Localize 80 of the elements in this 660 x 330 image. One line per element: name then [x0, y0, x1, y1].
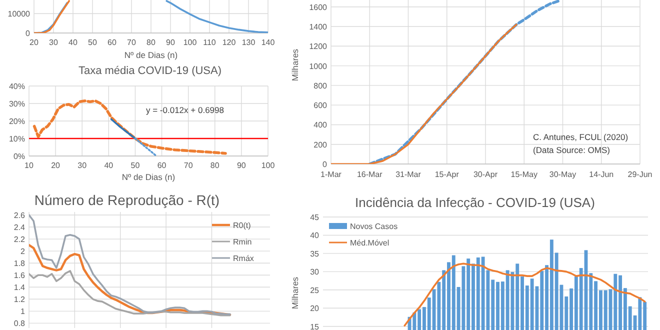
legend-label: Rmáx — [233, 254, 254, 263]
x-tick-label: 90 — [166, 38, 176, 47]
y-tick-label: 30 — [310, 268, 320, 277]
x-tick-label: 70 — [127, 38, 136, 47]
y-tick-label: 800 — [314, 81, 328, 90]
legend-label: Rmin — [233, 238, 252, 246]
y-tick-label: 10000 — [8, 10, 31, 19]
x-tick-label: 80 — [210, 161, 220, 170]
x-tick-label: 10 — [24, 161, 34, 170]
y-tick-label: 1000 — [309, 62, 328, 71]
x-tick-label: 60 — [157, 161, 167, 170]
y-tick-label: 25 — [310, 286, 320, 295]
y-axis-title: Milhares — [290, 276, 300, 310]
x-tick-label: 140 — [261, 38, 276, 47]
x-tick-label: 29-Jun — [628, 170, 652, 179]
x-tick-label: 30 — [49, 38, 58, 47]
y-tick-label: 10% — [8, 134, 25, 144]
x-tick-label: 50 — [130, 161, 140, 170]
x-tick-label: 100 — [183, 38, 198, 47]
y-tick-label: 400 — [314, 120, 328, 130]
x-tick-label: 15-May — [510, 170, 538, 179]
x-tick-label: 20 — [51, 161, 61, 170]
y-tick-label: 0% — [13, 152, 25, 161]
y-tick-label: 1 — [20, 307, 26, 316]
x-tick-label: 16-Mar — [356, 170, 383, 179]
y-tick-label: 600 — [314, 101, 328, 110]
x-tick-label: 40 — [104, 161, 114, 170]
legend-label: Novos Casos — [350, 222, 398, 231]
y-tick-label: 40 — [310, 231, 320, 240]
x-tick-label: 30 — [78, 161, 88, 170]
y-tick-label: 2 — [20, 247, 26, 256]
y-tick-label: 0 — [26, 29, 31, 38]
x-axis-title: Nº de Dias (n) — [124, 50, 178, 60]
y-tick-label: 0.8 — [14, 319, 26, 328]
y-tick-label: 35 — [310, 249, 320, 258]
legend-label: Méd.Móvel — [350, 238, 390, 248]
y-tick-label: 15 — [310, 322, 320, 330]
y-tick-label: 200 — [314, 140, 328, 150]
y-tick-label: 20 — [310, 304, 320, 314]
y-tick-label: 45 — [310, 213, 320, 222]
y-tick-label: 40% — [8, 82, 25, 91]
y-tick-label: 1200 — [309, 42, 328, 52]
x-tick-label: 50 — [88, 38, 98, 47]
x-axis-title: Nº de Dias (n) — [122, 172, 176, 182]
chart-title: Taxa média COVID-19 (USA) — [78, 65, 222, 77]
x-tick-label: 40 — [68, 38, 78, 47]
x-tick-label: 1-Mar — [320, 170, 342, 179]
x-tick-label: 100 — [261, 161, 276, 170]
x-tick-label: 15-Apr — [434, 170, 460, 179]
y-tick-label: 30% — [8, 100, 25, 108]
chart-title: Incidência da Infecção - COVID-19 (USA) — [355, 195, 595, 210]
x-tick-label: 20 — [30, 38, 39, 47]
x-tick-label: 14-Jun — [589, 170, 614, 179]
y-tick-label: 1.2 — [14, 295, 26, 304]
y-tick-label: 1600 — [309, 2, 328, 12]
y-tick-label: 1.6 — [14, 271, 26, 280]
chart-title: Número de Reprodução - R(t) — [34, 192, 220, 208]
x-tick-label: 130 — [242, 38, 256, 47]
y-tick-label: 1.8 — [14, 259, 26, 268]
x-tick-label: 60 — [108, 38, 117, 47]
y-tick-label: 20% — [8, 117, 25, 126]
legend-label: R0(t) — [233, 221, 252, 230]
y-axis-title: Milhares — [290, 48, 300, 82]
y-tick-label: 2.2 — [14, 235, 26, 244]
x-tick-label: 80 — [146, 38, 156, 47]
x-tick-label: 70 — [184, 161, 194, 170]
y-tick-label: 0 — [322, 160, 328, 169]
y-tick-label: 1400 — [309, 22, 328, 32]
annotation: (Data Source: OMS) — [533, 145, 610, 155]
y-tick-label: 1.4 — [14, 283, 26, 292]
y-tick-label: 2.4 — [14, 223, 26, 232]
x-tick-label: 90 — [236, 161, 246, 170]
x-tick-label: 30-Apr — [473, 170, 498, 179]
x-tick-label: 120 — [222, 38, 236, 47]
x-tick-label: 30-May — [549, 170, 576, 179]
annotation: y = -0.012x + 0.6998 — [146, 105, 224, 115]
y-tick-label: 2.6 — [14, 211, 26, 220]
annotation: C. Antunes, FCUL (2020) — [533, 132, 628, 142]
x-tick-label: 110 — [203, 38, 216, 47]
x-tick-label: 31-Mar — [396, 170, 422, 179]
